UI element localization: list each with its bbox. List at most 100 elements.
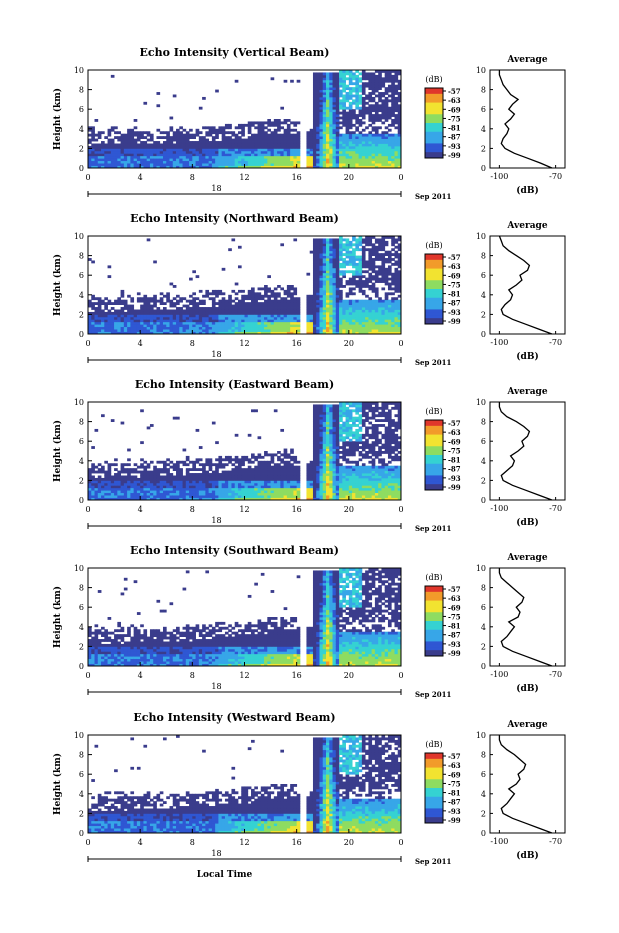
heatmap-cell: [231, 473, 235, 476]
heatmap-cell: [134, 153, 138, 156]
heatmap-cell: [258, 483, 262, 486]
heatmap-cell: [111, 141, 115, 144]
heatmap-cell: [362, 265, 366, 268]
heatmap-cell: [284, 300, 288, 303]
heatmap-cell: [277, 156, 281, 159]
heatmap-cell: [267, 119, 271, 122]
heatmap-cell: [336, 95, 340, 98]
heatmap-cell: [385, 270, 389, 273]
heatmap-cell: [352, 139, 356, 142]
heatmap-cell: [209, 493, 213, 496]
heatmap-cell: [375, 129, 379, 132]
heatmap-cell: [280, 324, 284, 327]
heatmap-cell: [310, 312, 314, 315]
heatmap-cell: [326, 285, 330, 288]
heatmap-cell: [316, 148, 320, 151]
heatmap-cell: [215, 322, 219, 325]
heatmap-cell: [323, 99, 327, 102]
heatmap-cell: [385, 302, 389, 305]
heatmap-cell: [130, 300, 134, 303]
heatmap-cell: [306, 317, 310, 320]
profile-x-tick-label: -70: [549, 172, 562, 181]
heatmap-cell: [143, 327, 147, 330]
heatmap-cell: [137, 466, 141, 469]
heatmap-cell: [274, 471, 278, 474]
heatmap-cell: [179, 483, 183, 486]
heatmap-cell: [114, 329, 118, 332]
heatmap-cell: [264, 163, 268, 166]
heatmap-cell: [287, 151, 291, 154]
colorbar-swatch: [425, 309, 443, 312]
heatmap-cell: [254, 488, 258, 491]
heatmap-cell: [202, 144, 206, 147]
heatmap-cell: [225, 476, 229, 479]
heatmap-cell: [355, 92, 359, 95]
heatmap-cell: [228, 458, 232, 461]
heatmap-cell: [372, 327, 376, 330]
heatmap-cell: [248, 319, 252, 322]
heatmap-cell: [121, 314, 125, 317]
heatmap-cell: [319, 310, 323, 313]
heatmap-cell: [336, 75, 340, 78]
heatmap-cell: [215, 458, 219, 461]
heatmap-cell: [388, 265, 392, 268]
heatmap-cell: [238, 322, 242, 325]
heatmap-cell: [140, 471, 144, 474]
heatmap-cell: [241, 305, 245, 308]
heatmap-cell: [114, 312, 118, 315]
colorbar-swatch: [425, 260, 443, 263]
heatmap-cell: [391, 161, 395, 164]
heatmap-cell: [173, 144, 177, 147]
heatmap-cell: [267, 463, 271, 466]
heatmap-cell: [313, 82, 317, 85]
heatmap-cell: [156, 310, 160, 313]
heatmap-cell: [342, 97, 346, 100]
heatmap-cell: [212, 153, 216, 156]
heatmap-cell: [101, 324, 105, 327]
heatmap-cell: [189, 144, 193, 147]
heatmap-cell: [293, 305, 297, 308]
heatmap-cell: [329, 95, 333, 98]
heatmap-cell: [179, 478, 183, 481]
heatmap-cell: [183, 327, 187, 330]
heatmap-cell: [98, 488, 102, 491]
heatmap-cell: [323, 80, 327, 83]
heatmap-cell: [388, 253, 392, 256]
heatmap-cell: [306, 314, 310, 317]
heatmap-cell: [359, 102, 363, 105]
heatmap-cell: [333, 92, 337, 95]
heatmap-cell: [381, 280, 385, 283]
heatmap-cell: [394, 263, 398, 266]
heatmap-cell: [108, 314, 112, 317]
y-tick-label: 2: [79, 144, 84, 153]
colorbar-swatch: [425, 103, 443, 106]
heatmap-cell: [391, 241, 395, 244]
heatmap-cell: [261, 295, 265, 298]
profile-y-tick-label: 0: [481, 330, 486, 339]
heatmap-cell: [306, 139, 310, 142]
heatmap-cell: [153, 148, 157, 151]
heatmap-cell: [209, 158, 213, 161]
heatmap-cell: [284, 121, 288, 124]
heatmap-cell: [114, 153, 118, 156]
heatmap-cell: [323, 290, 327, 293]
heatmap-cell: [280, 141, 284, 144]
heatmap-cell: [336, 265, 340, 268]
heatmap-cell: [153, 488, 157, 491]
heatmap-cell: [202, 312, 206, 315]
heatmap-cell: [339, 270, 343, 273]
heatmap-cell: [261, 163, 265, 166]
heatmap-cell: [101, 141, 105, 144]
heatmap-cell: [147, 312, 151, 315]
heatmap-cell: [280, 107, 284, 110]
heatmap-cell: [368, 77, 372, 80]
heatmap-cell: [225, 483, 229, 486]
heatmap-cell: [297, 156, 301, 159]
heatmap-cell: [140, 458, 144, 461]
heatmap-cell: [153, 495, 157, 498]
heatmap-cell: [199, 290, 203, 293]
heatmap-cell: [248, 493, 252, 496]
heatmap-cell: [323, 95, 327, 98]
heatmap-cell: [228, 495, 232, 498]
heatmap-cell: [163, 480, 167, 483]
